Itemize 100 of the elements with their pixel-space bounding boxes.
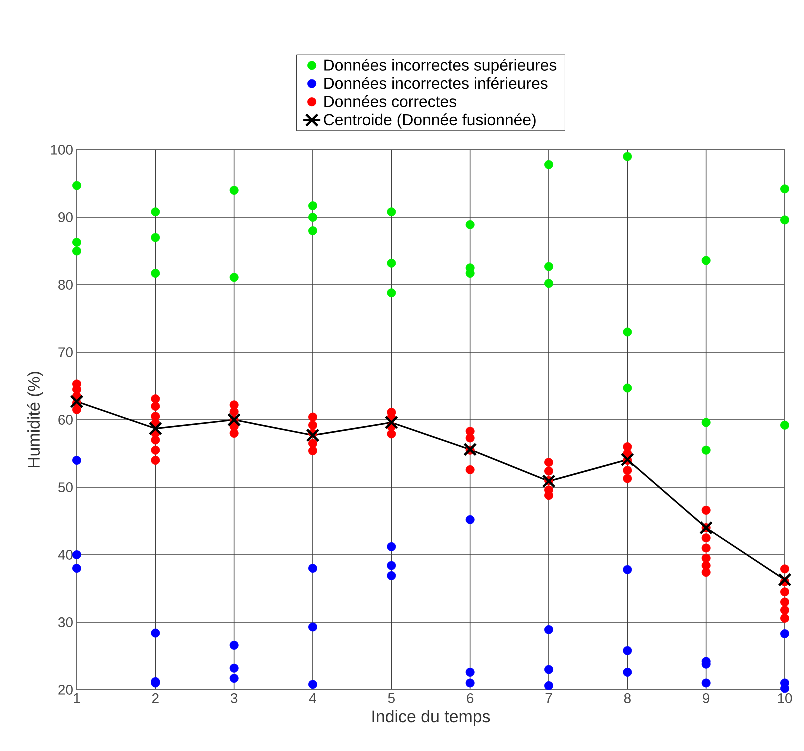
x-axis-title: Indice du temps <box>372 710 490 726</box>
point <box>70 394 84 409</box>
point <box>384 416 398 430</box>
point <box>308 680 318 690</box>
point <box>151 436 160 445</box>
point <box>702 568 711 578</box>
point <box>702 256 711 266</box>
point <box>623 466 632 476</box>
point <box>780 598 790 607</box>
point <box>151 628 160 638</box>
point <box>780 629 790 638</box>
x-tick-label: 5 <box>388 694 395 704</box>
y-tick-label: 80 <box>58 280 73 290</box>
y-tick-label: 100 <box>51 145 73 155</box>
x-tick-label: 10 <box>778 694 792 704</box>
point <box>623 152 632 162</box>
x-tick-label: 8 <box>624 694 631 704</box>
point <box>780 588 790 597</box>
point <box>387 430 396 439</box>
point <box>702 554 711 563</box>
y-tick-label: 30 <box>58 618 73 628</box>
point <box>151 456 160 465</box>
point <box>308 439 318 448</box>
point <box>151 402 160 411</box>
point <box>230 429 239 438</box>
point <box>230 407 239 416</box>
point <box>72 550 82 560</box>
point <box>308 412 318 422</box>
y-tick-label: 20 <box>58 685 73 695</box>
point <box>778 573 792 587</box>
point <box>308 213 318 222</box>
point <box>620 452 634 467</box>
legend-label: Données incorrectes supérieures <box>324 59 557 74</box>
x-tick-label: 1 <box>74 694 80 704</box>
point <box>623 474 632 484</box>
point <box>151 269 160 278</box>
point <box>702 678 711 688</box>
x-tick-label: 6 <box>467 694 474 704</box>
point <box>466 434 475 443</box>
point <box>230 186 239 195</box>
point <box>230 674 239 684</box>
point <box>623 384 632 393</box>
point <box>387 288 396 298</box>
point <box>387 258 396 268</box>
point <box>230 273 239 282</box>
point <box>228 413 242 427</box>
point <box>230 664 239 673</box>
point <box>72 456 82 465</box>
x-tick-label: 2 <box>152 694 159 704</box>
point <box>780 564 790 574</box>
point <box>72 181 82 190</box>
point <box>230 640 239 650</box>
point <box>387 561 396 570</box>
point <box>306 428 320 442</box>
point <box>700 521 714 535</box>
point <box>466 668 475 677</box>
point <box>623 668 632 677</box>
legend-label: Centroide (Donnée fusionnée) <box>324 114 536 129</box>
point <box>702 534 711 543</box>
point <box>780 606 790 615</box>
point <box>466 465 475 474</box>
point <box>544 625 554 634</box>
point <box>308 202 318 211</box>
x-tick-label: 9 <box>703 694 710 704</box>
point <box>466 678 475 688</box>
point <box>148 422 162 436</box>
legend-label: Données correctes <box>324 95 457 108</box>
legend-label: Données incorrectes inférieures <box>324 77 548 90</box>
point <box>544 279 554 288</box>
point <box>387 208 396 217</box>
point <box>72 238 82 247</box>
point <box>308 420 318 430</box>
point <box>544 262 554 272</box>
point <box>623 565 632 574</box>
point <box>780 184 790 194</box>
x-tick-label: 3 <box>230 694 238 704</box>
y-tick-label: 60 <box>58 415 73 425</box>
y-tick-label: 90 <box>58 212 73 222</box>
point <box>780 614 790 623</box>
point <box>780 216 790 225</box>
point <box>308 564 318 573</box>
point <box>544 458 554 468</box>
point <box>623 328 632 337</box>
point <box>151 446 160 455</box>
point <box>308 622 318 632</box>
point <box>544 466 554 476</box>
y-tick-label: 70 <box>58 348 73 358</box>
point <box>623 646 632 656</box>
y-axis-title: Humidité (%) <box>27 372 44 468</box>
point <box>151 394 160 404</box>
point <box>308 226 318 236</box>
point <box>387 571 396 580</box>
point <box>308 446 318 456</box>
point <box>72 246 82 256</box>
point <box>544 665 554 674</box>
point <box>464 442 478 457</box>
point <box>702 446 711 455</box>
y-tick-label: 50 <box>58 482 73 492</box>
point <box>702 544 711 553</box>
point <box>780 420 790 430</box>
